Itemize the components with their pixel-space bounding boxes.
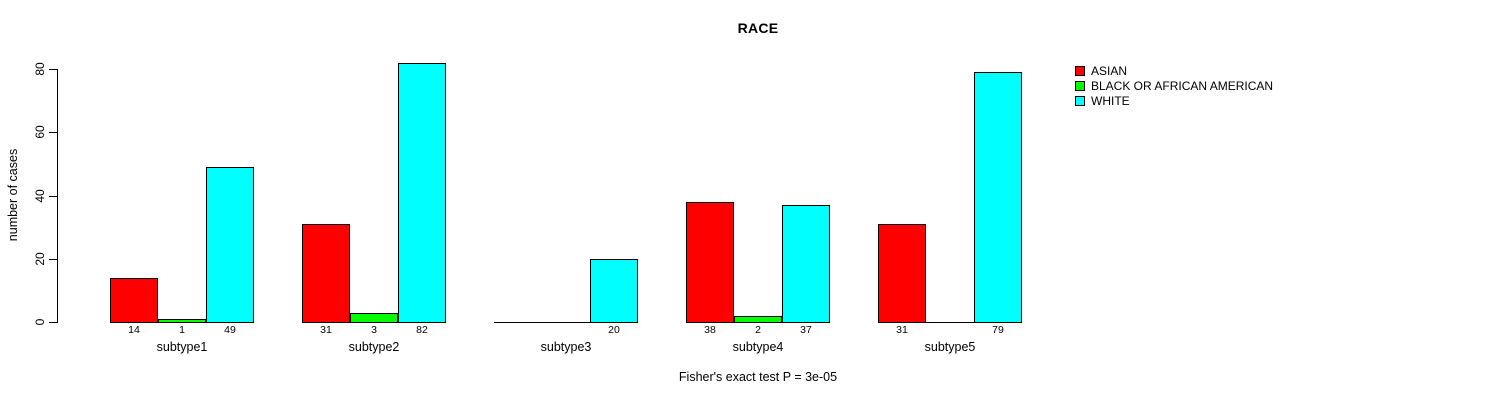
y-tick-label: 60: [33, 125, 47, 139]
legend-label: WHITE: [1091, 94, 1130, 108]
bar-value-label: 1: [179, 324, 185, 336]
bar-subtype1-asian: [110, 277, 158, 323]
bar-subtype1-white: [206, 167, 254, 323]
category-label-subtype3: subtype3: [540, 340, 592, 354]
bar-value-label: 3: [371, 324, 377, 336]
footnote: Fisher's exact test P = 3e-05: [678, 370, 838, 384]
bar-subtype5-asian: [878, 224, 926, 323]
bar-subtype3-white: [590, 258, 638, 323]
bar-value-label: 31: [896, 324, 908, 336]
y-tick: [49, 69, 57, 70]
bar-subtype5-white: [974, 72, 1022, 323]
y-tick: [49, 322, 57, 323]
category-label-subtype5: subtype5: [924, 340, 976, 354]
y-tick-label: 40: [33, 189, 47, 203]
category-label-subtype4: subtype4: [732, 340, 784, 354]
bar-value-label: 20: [608, 324, 620, 336]
bar-value-label: 38: [704, 324, 716, 336]
legend-label: BLACK OR AFRICAN AMERICAN: [1091, 79, 1274, 93]
legend-swatch-white: [1075, 96, 1085, 106]
y-tick: [49, 196, 57, 197]
y-tick: [49, 132, 57, 133]
bar-value-label: 2: [755, 324, 761, 336]
bar-value-label: 14: [128, 324, 140, 336]
bar-value-label: 49: [224, 324, 236, 336]
bar-value-label: 79: [992, 324, 1004, 336]
bar-subtype1-black-or-african-american: [158, 318, 206, 323]
legend-label: ASIAN: [1091, 64, 1128, 78]
legend-item-asian: ASIAN: [1075, 65, 1273, 77]
bar-subtype2-black-or-african-american: [350, 312, 398, 323]
bar-value-label: 31: [320, 324, 332, 336]
bar-subtype3-black-or-african-american: [542, 322, 590, 323]
legend-item-white: WHITE: [1075, 95, 1273, 107]
y-tick-label: 0: [33, 318, 47, 326]
y-tick-label: 80: [33, 62, 47, 76]
chart-title: RACE: [737, 20, 779, 36]
bar-subtype4-asian: [686, 201, 734, 323]
y-tick: [49, 259, 57, 260]
legend-swatch-asian: [1075, 66, 1085, 76]
bar-value-label: 82: [416, 324, 428, 336]
bar-subtype4-white: [782, 205, 830, 323]
bar-subtype5-black-or-african-american: [926, 322, 974, 323]
legend: ASIAN BLACK OR AFRICAN AMERICAN WHITE: [1075, 65, 1273, 110]
bar-subtype2-white: [398, 62, 446, 323]
y-tick-label: 20: [33, 252, 47, 266]
bar-value-label: 37: [800, 324, 812, 336]
y-axis-label: number of cases: [6, 148, 20, 242]
bar-subtype4-black-or-african-american: [734, 315, 782, 323]
category-label-subtype1: subtype1: [156, 340, 208, 354]
bar-subtype2-asian: [302, 224, 350, 323]
legend-swatch-black-or-african-american: [1075, 81, 1085, 91]
y-axis-line: [57, 69, 58, 323]
category-label-subtype2: subtype2: [348, 340, 400, 354]
bar-subtype3-asian: [494, 322, 542, 323]
legend-item-black-or-african-american: BLACK OR AFRICAN AMERICAN: [1075, 80, 1273, 92]
